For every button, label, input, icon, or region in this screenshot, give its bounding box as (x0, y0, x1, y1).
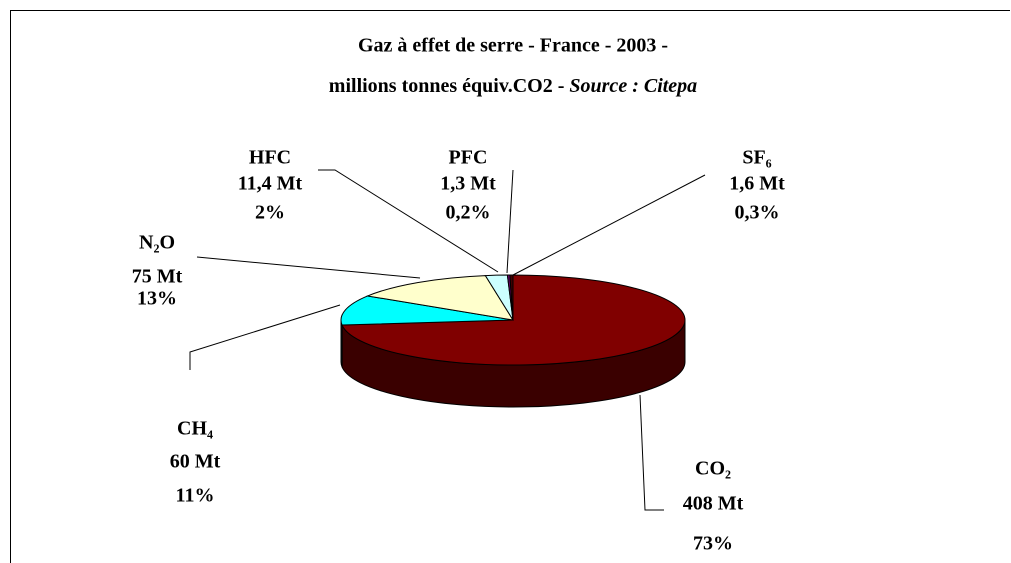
subtitle-text: millions tonnes équiv.CO2 - (329, 75, 565, 97)
value-label: 60 Mt (170, 451, 221, 473)
slice (509, 274, 514, 321)
chart-subtitle: millions tonnes équiv.CO2 - Source : Cit… (329, 75, 697, 97)
share-label: 11% (176, 485, 215, 507)
leader-line (318, 169, 499, 273)
value-label: 408 Mt (683, 493, 744, 515)
leader-line (512, 174, 706, 276)
source: Source : Citepa (569, 75, 697, 97)
share-label: 2% (255, 202, 285, 224)
share-label: 0,2% (446, 202, 491, 224)
slice (365, 275, 515, 321)
slice-label: N₂O (139, 232, 175, 254)
value-label: 75 Mt (132, 266, 183, 288)
leader-line (639, 394, 664, 511)
slice-label: HFC (249, 147, 291, 169)
share-label: 13% (137, 288, 177, 310)
slice-label: CO₂ (695, 458, 731, 480)
frame (10, 10, 1010, 563)
slice-label: CH₄ (177, 418, 213, 440)
value-label: 1,6 Mt (729, 173, 785, 195)
slice (340, 295, 514, 326)
slice-side (340, 319, 343, 368)
leader-line (196, 256, 421, 279)
value-label: 11,4 Mt (238, 173, 303, 195)
slice-label: SF₆ (742, 147, 771, 169)
leader-line (189, 304, 341, 370)
share-label: 0,3% (735, 202, 780, 224)
chart-title: Gaz à effet de serre - France - 2003 - (358, 35, 668, 57)
slice-label: PFC (449, 147, 488, 169)
value-label: 1,3 Mt (440, 173, 496, 195)
leader-line (506, 169, 514, 274)
share-label: 73% (693, 533, 733, 555)
